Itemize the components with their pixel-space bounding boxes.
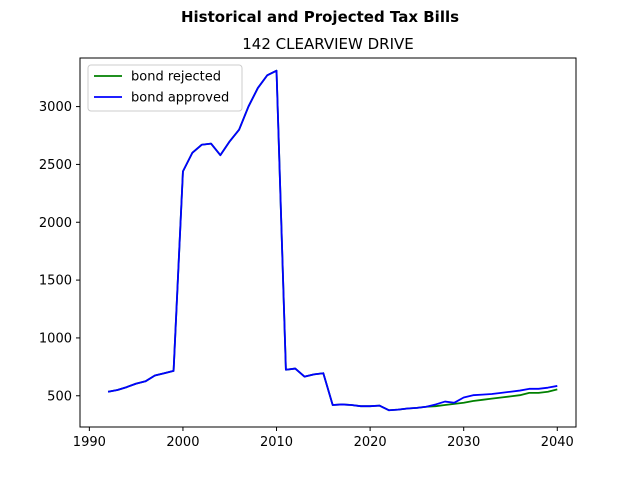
chart-suptitle: Historical and Projected Tax Bills (181, 8, 459, 26)
x-tick-label: 2010 (260, 435, 293, 450)
y-tick-label: 1500 (39, 274, 72, 289)
series-line-bond-approved (107, 69, 558, 412)
x-tick-label: 1990 (73, 435, 106, 450)
y-tick-label: 3000 (39, 100, 72, 115)
plot-area (107, 69, 558, 412)
y-tick-label: 500 (47, 389, 72, 404)
x-tick-label: 2000 (166, 435, 199, 450)
axes-frame (79, 57, 577, 428)
y-tick-label: 2000 (39, 216, 72, 231)
y-tick-label: 1000 (39, 331, 72, 346)
y-tick-label: 2500 (39, 158, 72, 173)
legend-label: bond rejected (131, 70, 221, 85)
legend: bond rejected bond approved (87, 64, 243, 112)
chart-title: 142 CLEARVIEW DRIVE (242, 35, 413, 53)
legend-box (87, 64, 243, 112)
axes: 1990 2000 2010 2020 2030 2040 500 1000 1500 2000 2… (39, 57, 577, 450)
x-tick-label: 2030 (447, 435, 480, 450)
legend-label: bond approved (131, 91, 229, 106)
series-line-bond-rejected (107, 69, 558, 412)
x-tick-label: 2020 (354, 435, 387, 450)
x-tick-label: 2040 (541, 435, 574, 450)
